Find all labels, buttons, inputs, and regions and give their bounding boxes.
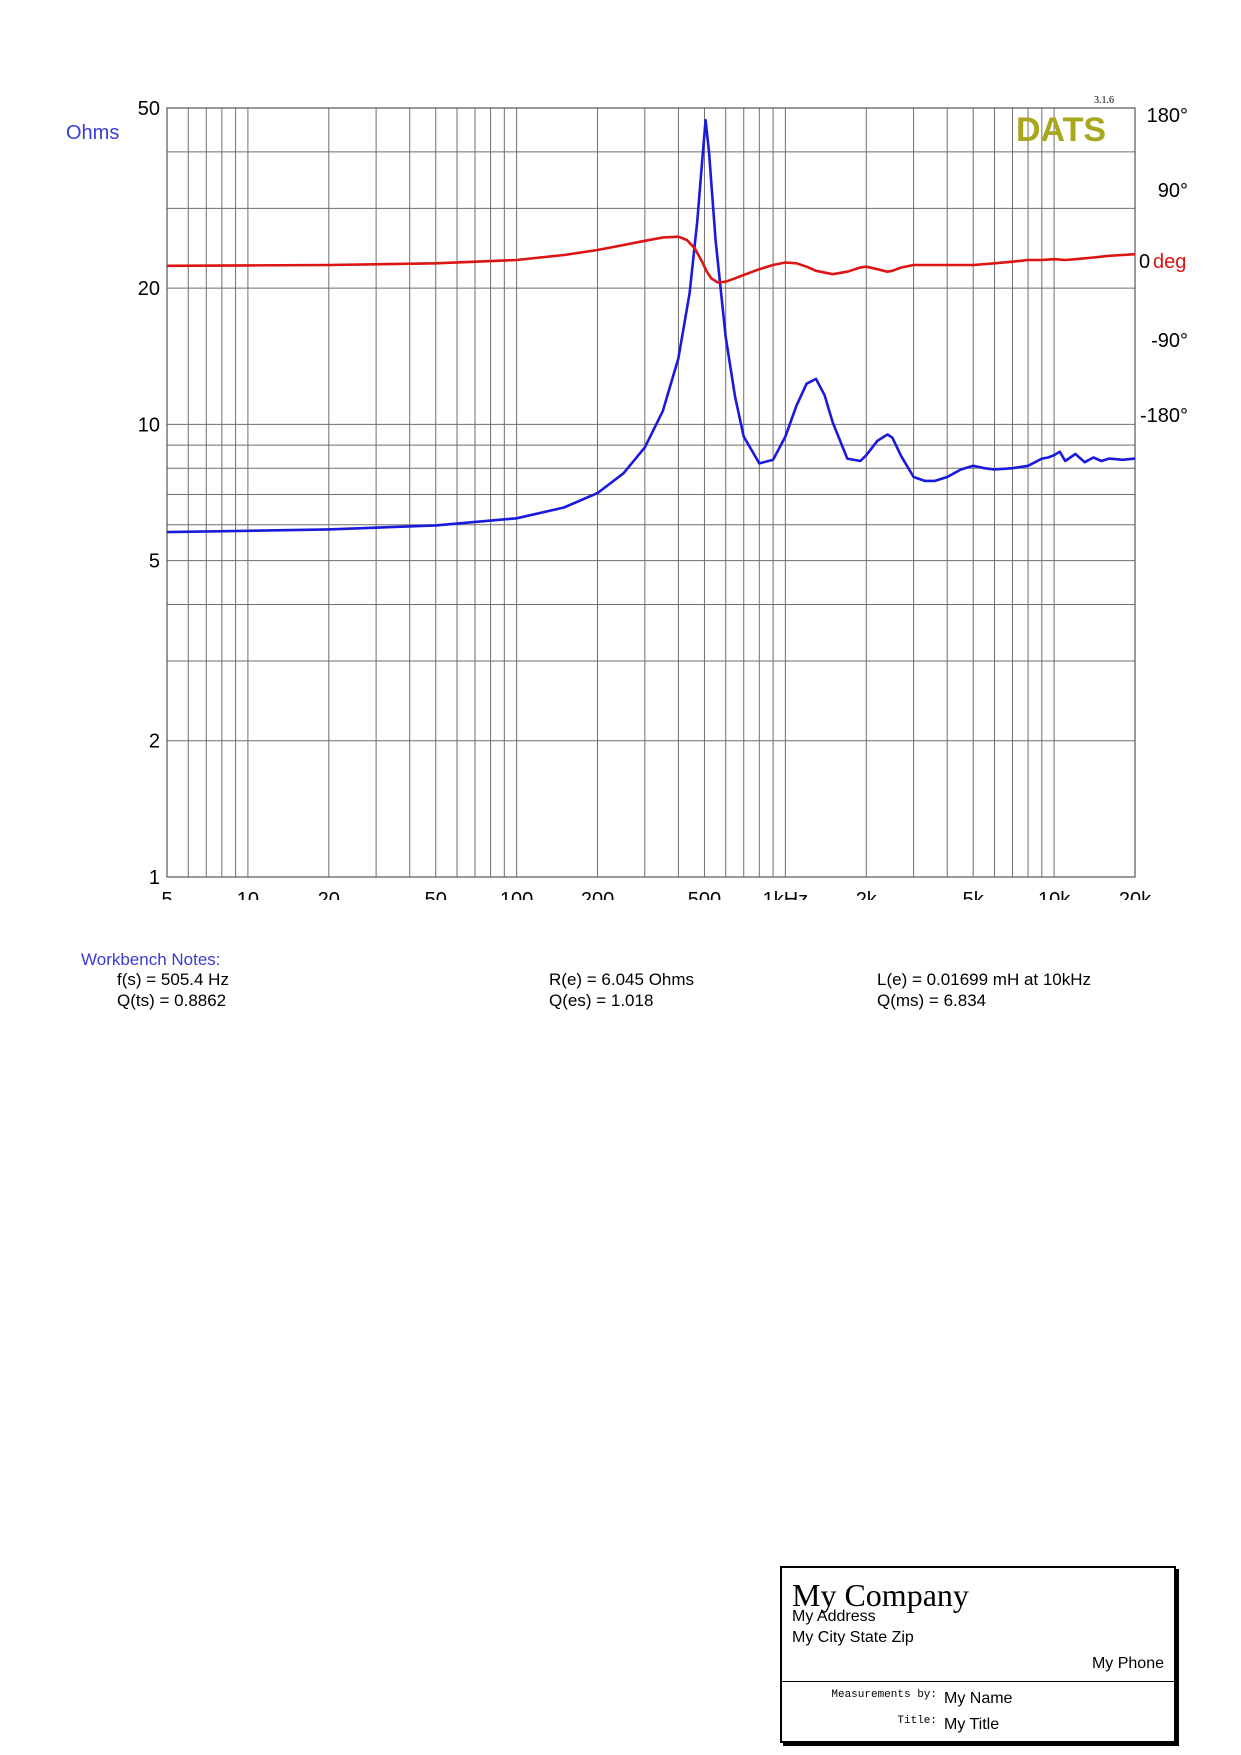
x-tick-label: 2k [856, 889, 878, 900]
measurements-by-label: Measurements by: [831, 1689, 937, 1701]
dats-logo: DATS [1016, 111, 1106, 149]
title-value: My Title [944, 1716, 1000, 1733]
x-tick-label: 20 [318, 889, 340, 900]
y-tick-label: 20 [138, 278, 160, 300]
y-tick-label: 10 [138, 414, 160, 436]
title-label: Title: [897, 1715, 937, 1727]
phase-zero-label: 0 [1139, 251, 1150, 273]
note-qes: Q(es) = 1.018 [549, 991, 654, 1010]
note-re: R(e) = 6.045 Ohms [549, 970, 695, 989]
phase-tick-label: -180° [1140, 405, 1188, 427]
chart-grid [167, 108, 1135, 877]
x-tick-label: 1kHz [763, 889, 809, 900]
x-tick-label: 10 [237, 889, 259, 900]
company-phone: My Phone [1091, 1655, 1164, 1672]
phase-unit-label: deg [1153, 251, 1186, 273]
x-tick-label: 200 [581, 889, 614, 900]
phase-tick-label: -90° [1151, 330, 1188, 352]
x-tick-label: 5k [963, 889, 985, 900]
x-tick-label: 20k [1119, 889, 1152, 900]
y-axis-tick-labels: 1 2 5 10 20 50 [138, 98, 160, 889]
phase-tick-label: 180° [1147, 105, 1188, 127]
series-lines [166, 118, 1136, 534]
phase-series-line [166, 235, 1136, 284]
impedance-phase-chart: 5 10 20 50 100 200 500 1kHz 2k 5k 10k 20k 125102050… [66, 95, 1188, 900]
phase-axis-tick-labels: 180° 90° -90° -180° [1140, 105, 1188, 427]
company-name: My Company [792, 1577, 969, 1613]
y-tick-label: 50 [138, 98, 160, 120]
impedance-series-line [166, 118, 1136, 534]
phase-tick-label: 90° [1158, 180, 1188, 202]
measurements-by-value: My Name [944, 1690, 1013, 1707]
title-block-divider [782, 1681, 1174, 1682]
x-tick-label: 50 [425, 889, 447, 900]
note-le: L(e) = 0.01699 mH at 10kHz [877, 970, 1092, 989]
x-tick-label: 500 [688, 889, 721, 900]
y-tick-label: 2 [149, 731, 160, 753]
x-tick-label: 100 [500, 889, 533, 900]
version-label: 3.1.6 [1094, 95, 1114, 106]
x-tick-label: 5 [161, 889, 172, 900]
note-qts: Q(ts) = 0.8862 [117, 991, 227, 1010]
title-block: My Company My Address My City State Zip … [780, 1566, 1176, 1743]
company-city: My City State Zip [792, 1629, 914, 1646]
company-address: My Address [792, 1608, 876, 1625]
plot-frame [166, 107, 1136, 878]
workbench-notes-title: Workbench Notes: [81, 950, 221, 969]
x-axis-tick-labels: 5 10 20 50 100 200 500 1kHz 2k 5k 10k 20k [161, 889, 1152, 900]
y-tick-label: 5 [149, 551, 160, 573]
note-fs: f(s) = 505.4 Hz [117, 970, 229, 989]
ohms-axis-label: Ohms [66, 122, 119, 144]
note-qms: Q(ms) = 6.834 [877, 991, 987, 1010]
y-tick-label: 1 [149, 867, 160, 889]
x-tick-label: 10k [1038, 889, 1071, 900]
